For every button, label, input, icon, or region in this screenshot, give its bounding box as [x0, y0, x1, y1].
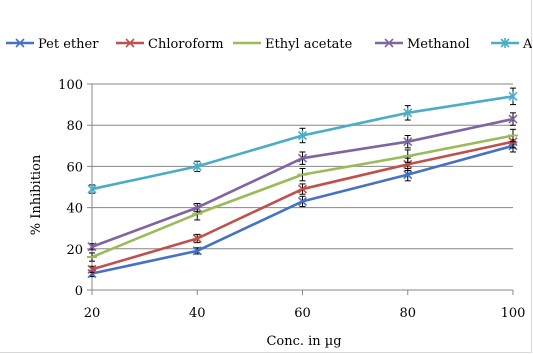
y-tick-label: 40 [66, 202, 83, 217]
legend-label: Chloroform [148, 37, 224, 52]
series-methanol [87, 112, 518, 252]
data-point [297, 184, 308, 194]
series-layer [87, 87, 518, 279]
data-point [192, 246, 202, 256]
series-ethyl-acetate [87, 128, 518, 262]
data-point [403, 107, 413, 118]
x-tick-label: 60 [294, 306, 311, 321]
legend-marker [384, 38, 394, 48]
legend-label: Pet ether [38, 37, 99, 52]
legend-marker [125, 38, 135, 48]
data-point [508, 114, 518, 124]
y-tick-label: 20 [66, 243, 83, 258]
data-point [192, 161, 202, 172]
legend-marker [500, 38, 510, 48]
legend-item-methanol: Methanol [375, 37, 470, 52]
x-tick-label: 80 [399, 306, 416, 321]
x-tick-label: 40 [189, 306, 206, 321]
legend-label: AA [522, 37, 532, 52]
data-point [87, 184, 97, 195]
data-point [403, 170, 413, 180]
y-tick-labels: 0 20 40 60 80 100 [58, 78, 83, 299]
series-line-pet-ether [91, 144, 514, 275]
y-tick-label: 100 [58, 78, 83, 93]
y-tick-label: 80 [66, 119, 83, 134]
data-point [297, 130, 308, 141]
y-tick-label: 0 [75, 284, 83, 299]
y-tick-label: 60 [66, 160, 83, 175]
data-point [403, 159, 413, 169]
legend-label: Methanol [407, 37, 470, 52]
series-aa [87, 87, 518, 195]
legend-item-pet-ether: Pet ether [6, 37, 99, 52]
data-point [87, 264, 97, 274]
data-point [87, 242, 97, 252]
data-point [297, 196, 308, 206]
legend-item-aa: AA [491, 37, 532, 52]
legend: Pet ether Chloroform Ethyl acetate Methanol… [6, 37, 532, 52]
data-point [403, 137, 413, 147]
y-axis-title: % Inhibition [29, 154, 44, 235]
data-point [87, 268, 97, 279]
legend-marker [15, 38, 25, 48]
data-point [297, 153, 308, 163]
data-point [192, 233, 202, 244]
data-point [192, 203, 202, 213]
legend-item-chloroform: Chloroform [116, 37, 224, 52]
x-tick-labels: 20 40 60 80 100 [84, 290, 526, 321]
x-axis-title: Conc. in µg [266, 334, 341, 349]
x-tick-label: 20 [84, 306, 101, 321]
legend-item-ethyl-acetate: Ethyl acetate [233, 37, 353, 52]
x-tick-label: 100 [501, 306, 526, 321]
legend-label: Ethyl acetate [265, 37, 353, 52]
data-point [508, 91, 518, 102]
